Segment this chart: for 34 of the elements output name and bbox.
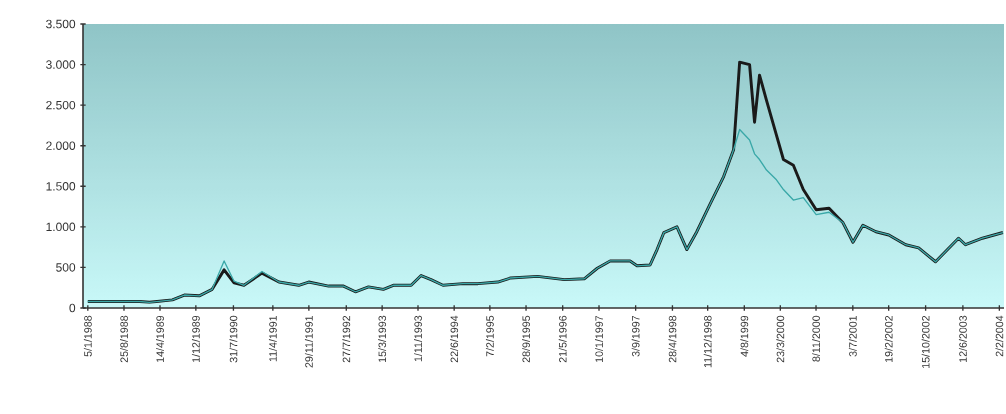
y-tick-label: 0 [69,303,76,313]
x-tick-label: 23/3/2000 [776,315,785,363]
y-tick-label: 500 [56,263,76,272]
x-tick-label: 15/10/2002 [921,315,930,368]
x-tick-label: 3/9/1997 [631,315,640,357]
x-tick-label: 8/11/2000 [812,315,820,362]
x-tick-label: 27/7/1992 [342,315,351,363]
y-tick-label: 2.500 [46,100,76,110]
x-tick-label: 19/2/2002 [884,315,893,363]
x-tick-label: 7/2/1995 [485,315,494,357]
y-tick-label: 2.000 [46,141,76,150]
y-tick-label: 1.000 [46,222,76,232]
x-tick-label: 15/3/1993 [378,315,387,363]
y-tick-label: 3.500 [46,19,76,29]
x-tick-label: 10/1/1997 [595,315,603,363]
x-tick-label: 2/2/2004 [995,315,1004,357]
x-tick-label: 4/8/1999 [740,315,749,357]
x-tick-label: 1/12/1989 [191,315,200,363]
x-tick-label: 11/4/1991 [268,315,277,362]
x-tick-label: 1/11/1993 [414,315,422,362]
x-tick-label: 31/7/1990 [229,315,238,363]
x-tick-label: 28/4/1998 [668,315,677,363]
x-tick-label: 29/11/1991 [304,315,313,368]
x-tick-label: 5/1/1988 [83,315,92,357]
x-tick-label: 25/8/1988 [120,315,128,363]
y-tick-label: 1.500 [46,182,76,191]
x-tick-label: 11/12/1998 [703,315,712,368]
x-tick-label: 28/9/1995 [522,315,530,363]
x-tick-label: 22/6/1994 [450,315,459,363]
y-tick-label: 3.000 [46,60,76,69]
x-tick-label: 21/5/1996 [558,315,567,363]
x-tick-label: 14/4/1989 [156,315,164,363]
x-tick-label: 3/7/2001 [848,315,857,357]
x-tick-label: 12/6/2003 [958,315,967,363]
